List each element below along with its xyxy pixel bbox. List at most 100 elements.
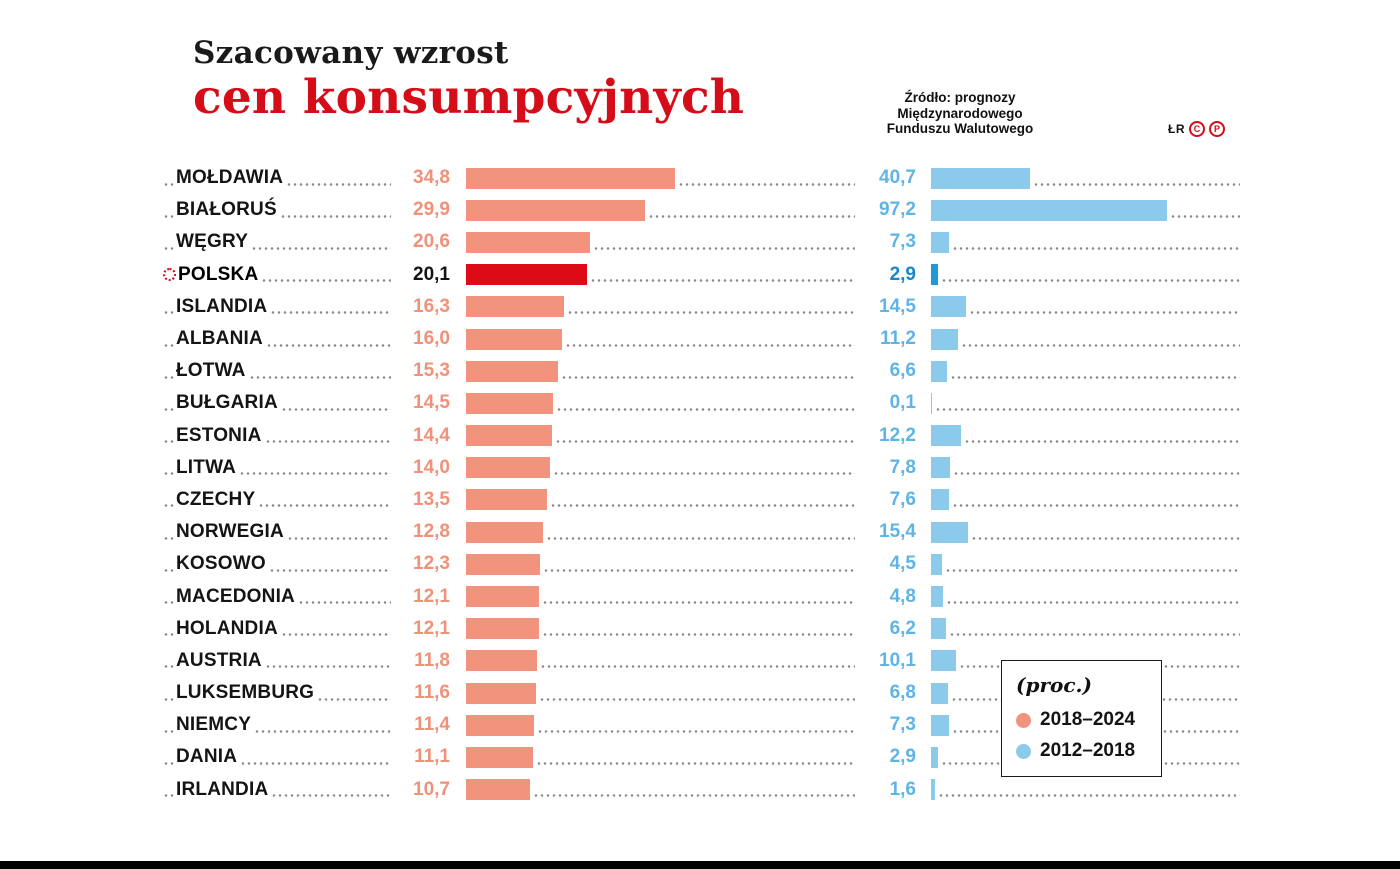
bar-zone-2012-2018: [931, 360, 1243, 382]
bar-2018-2024: [466, 779, 531, 801]
title-line-1: Szacowany wzrost: [193, 35, 509, 71]
value-2018-2024: 14,5: [413, 392, 450, 414]
leader-dots: [163, 311, 176, 315]
leader-dots: [951, 246, 1240, 250]
bar-zone-2018-2024: [466, 553, 858, 575]
value-2012-2018: 7,8: [889, 456, 916, 478]
chart-row: NIEMCY 11,4 7,3: [163, 709, 1243, 741]
value-2012-2018: 0,1: [889, 392, 916, 414]
leader-dots: [254, 729, 391, 733]
legend-item-2012-2018: 2012–2018: [1016, 740, 1147, 762]
bar-zone-2018-2024: [466, 650, 858, 672]
leader-dots: [944, 568, 1240, 572]
bar-zone-2018-2024: [466, 586, 858, 608]
legend-item-2018-2024: 2018–2024: [1016, 709, 1147, 731]
bar-2018-2024: [466, 650, 537, 672]
country-label: BIAŁORUŚ: [176, 199, 277, 221]
leader-dots: [952, 504, 1240, 508]
leader-dots: [545, 536, 855, 540]
leader-dots: [550, 504, 855, 508]
bar-zone-2012-2018: [931, 264, 1243, 286]
bar-zone-2012-2018: [931, 199, 1243, 221]
leader-dots: [592, 246, 855, 250]
value-2018-2024: 10,7: [413, 778, 450, 800]
country-label: BUŁGARIA: [176, 392, 278, 414]
leader-dots: [163, 343, 176, 347]
leader-dots: [539, 665, 855, 669]
source-line: Źródło: prognozy: [904, 90, 1016, 105]
bar-2018-2024: [466, 328, 562, 350]
country-label: HOLANDIA: [176, 617, 278, 639]
leader-dots: [265, 343, 391, 347]
bar-zone-2012-2018: [931, 553, 1243, 575]
leader-dots: [541, 633, 855, 637]
leader-dots: [969, 311, 1240, 315]
country-label: AUSTRIA: [176, 649, 262, 671]
leader-dots: [163, 665, 176, 669]
value-2012-2018: 40,7: [879, 167, 916, 189]
leader-dots: [961, 343, 1240, 347]
bar-zone-2018-2024: [466, 425, 858, 447]
footer-bar: [0, 861, 1400, 869]
chart-row: AUSTRIA 11,8 10,1: [163, 645, 1243, 677]
publisher-icon: P: [1209, 121, 1225, 137]
bar-zone-2012-2018: [931, 231, 1243, 253]
legend-dot-2018-2024: [1016, 712, 1031, 728]
leader-dots: [950, 375, 1240, 379]
chart-row: BIAŁORUŚ 29,9 97,2: [163, 194, 1243, 226]
leader-dots: [566, 311, 855, 315]
bar-2012-2018: [931, 489, 950, 511]
leader-dots: [163, 601, 176, 605]
value-2018-2024: 16,0: [413, 328, 450, 350]
value-2012-2018: 10,1: [879, 649, 916, 671]
leader-dots: [280, 633, 391, 637]
bar-2018-2024: [466, 714, 535, 736]
value-2012-2018: 12,2: [879, 424, 916, 446]
country-label: IRLANDIA: [176, 778, 269, 800]
bar-zone-2012-2018: [931, 489, 1243, 511]
leader-dots: [538, 697, 855, 701]
bar-2018-2024: [466, 392, 553, 414]
value-2018-2024: 12,1: [413, 617, 450, 639]
bar-2012-2018: [931, 328, 959, 350]
bar-2018-2024: [466, 746, 533, 768]
bar-zone-2012-2018: [931, 521, 1243, 543]
bar-zone-2018-2024: [466, 199, 858, 221]
leader-dots: [163, 472, 176, 476]
chart-row: ŁOTWA 15,3 6,6: [163, 355, 1243, 387]
legend-label: 2012–2018: [1040, 740, 1136, 761]
bar-2018-2024: [466, 167, 675, 189]
leader-dots: [251, 246, 391, 250]
bar-2012-2018: [931, 779, 935, 801]
source-line: Funduszu Walutowego: [886, 121, 1034, 137]
leader-dots: [971, 536, 1240, 540]
leader-dots: [163, 536, 176, 540]
leader-dots: [163, 761, 176, 765]
country-label: NIEMCY: [176, 714, 252, 736]
value-2012-2018: 1,6: [889, 778, 916, 800]
chart-row: MOŁDAWIA 34,8 40,7: [163, 162, 1243, 194]
polska-marker-icon: [163, 268, 176, 282]
leader-dots: [560, 375, 855, 379]
value-2018-2024: 12,8: [413, 521, 450, 543]
value-2012-2018: 6,6: [889, 360, 916, 382]
chart-row: ESTONIA 14,4 12,2: [163, 420, 1243, 452]
country-label: MACEDONIA: [176, 585, 295, 607]
bar-zone-2012-2018: [931, 167, 1243, 189]
bar-zone-2018-2024: [466, 328, 858, 350]
value-2018-2024: 14,0: [413, 456, 450, 478]
bar-2012-2018: [931, 264, 939, 286]
bar-2012-2018: [931, 618, 947, 640]
bar-2012-2018: [931, 682, 948, 704]
bar-2012-2018: [931, 553, 942, 575]
bar-2018-2024: [466, 360, 558, 382]
bar-2012-2018: [931, 746, 939, 768]
leader-dots: [542, 568, 855, 572]
leader-dots: [258, 504, 391, 508]
chart-row: ALBANIA 16,0 11,2: [163, 323, 1243, 355]
bar-zone-2018-2024: [466, 521, 858, 543]
bar-2018-2024: [466, 264, 587, 286]
value-2012-2018: 15,4: [879, 521, 916, 543]
leader-dots: [963, 440, 1240, 444]
value-2018-2024: 12,1: [413, 585, 450, 607]
